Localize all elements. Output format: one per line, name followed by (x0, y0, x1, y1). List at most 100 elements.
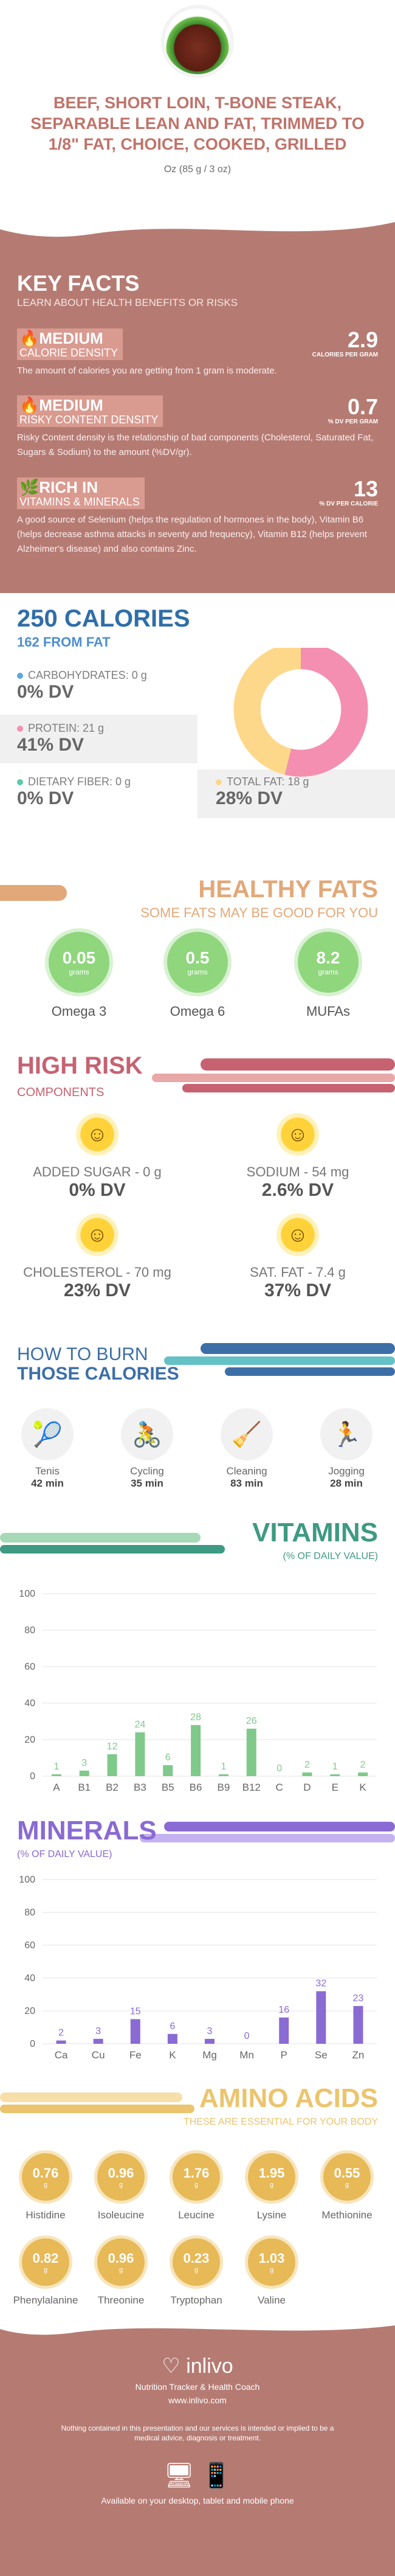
metric-description: The amount of calories you are getting f… (17, 366, 277, 376)
bar-Fe (130, 2019, 140, 2044)
amino-value: 0.96 (108, 2251, 134, 2266)
inlivo-logo: ♡ inlivo (0, 2354, 395, 2378)
fat-unit: grams (69, 968, 89, 976)
x-tick-label: K (359, 1782, 366, 1793)
x-tick-label: D (303, 1782, 311, 1793)
bar-value-label: 3 (81, 1758, 87, 1768)
protein-macro: PROTEIN: 21 g 41% DV (17, 722, 104, 755)
vitamins-minerals-value: 13 % DV PER CALORIE (319, 477, 378, 508)
activity-minutes: 28 min (330, 1477, 363, 1489)
fat-value: 8.2 (316, 948, 340, 967)
amino-acid-item: 1.76 g Leucine (160, 2153, 233, 2221)
brand-url[interactable]: www.inlivo.com (168, 2395, 227, 2405)
fat-dv: 28% DV (216, 788, 283, 808)
amino-value-circle: 1.76 g (173, 2153, 220, 2201)
amino-acid-item: 0.82 g Phenylalanine (9, 2238, 82, 2307)
disclaimer: Nothing contained in this presentation a… (61, 2424, 334, 2442)
amino-value-circle: 0.23 g (173, 2238, 220, 2286)
x-tick-label: E (332, 1782, 338, 1793)
omega3-item: 0.05 grams Omega 3 (36, 932, 122, 1019)
added-sugar-item: ☺ ADDED SUGAR - 0 g 0% DV (6, 1113, 188, 1201)
minerals-title: MINERALS (17, 1816, 157, 1845)
x-tick-label: Ca (55, 2049, 68, 2061)
protein-dot-icon (17, 726, 23, 732)
amino-unit: g (43, 2181, 48, 2189)
calorie-donut-chart (233, 648, 368, 777)
activity-name: Cycling (130, 1465, 164, 1477)
heart-icon: ♡ (162, 2355, 180, 2378)
x-tick-label: Fe (129, 2049, 142, 2061)
footer: ♡ inlivo Nutrition Tracker & Health Coac… (0, 2321, 395, 2576)
decorative-bar (0, 885, 67, 901)
protein-dv: 41% DV (17, 735, 84, 755)
bar-value-label: 26 (246, 1716, 257, 1726)
y-tick-label: 20 (24, 1735, 35, 1745)
cleaning-activity: 🧹 Cleaning 83 min (216, 1408, 277, 1490)
x-tick-label: B1 (78, 1782, 91, 1793)
flame-icon: 🔥 (19, 396, 40, 414)
bar-Ca (56, 2040, 66, 2044)
fat-name: Omega 6 (170, 1004, 225, 1019)
bar-B12 (246, 1729, 256, 1776)
risk-label: ADDED SUGAR - 0 g (33, 1164, 162, 1179)
fat-name: Omega 3 (51, 1004, 107, 1019)
fat-highlight (197, 769, 395, 818)
vitamins-title: VITAMINS (252, 1518, 378, 1547)
x-tick-label: Mn (239, 2049, 254, 2061)
risk-label: SODIUM - 54 mg (246, 1164, 349, 1179)
bar-E (330, 1774, 340, 1776)
risky-content-block: 🔥MEDIUM RISKY CONTENT DENSITY 0.7 % DV P… (17, 395, 378, 460)
x-tick-label: Zn (352, 2049, 365, 2061)
amino-name: Lysine (256, 2209, 287, 2221)
x-tick-label: Cu (92, 2049, 105, 2061)
x-tick-label: B2 (106, 1782, 118, 1793)
decorative-bars (140, 1822, 395, 1842)
bar-K (358, 1772, 368, 1776)
risk-dv: 23% DV (63, 1280, 131, 1300)
amino-acid-item: 1.95 g Lysine (235, 2153, 308, 2221)
risk-dv: 0% DV (69, 1180, 126, 1200)
carbs-label: CARBOHYDRATES: 0 g (28, 669, 147, 681)
x-tick-label: B9 (218, 1782, 230, 1793)
activity-name: Tenis (35, 1465, 60, 1477)
amino-value: 1.03 (258, 2251, 285, 2266)
key-facts-title: KEY FACTS (17, 271, 140, 296)
amino-name: Phenylalanine (13, 2294, 78, 2306)
x-tick-label: Se (315, 2049, 328, 2061)
x-tick-label: B6 (190, 1782, 202, 1793)
y-tick-label: 40 (24, 1698, 35, 1709)
y-tick-label: 40 (24, 1973, 35, 1984)
bar-value-label: 3 (207, 2026, 213, 2036)
x-tick-label: B3 (134, 1782, 146, 1793)
bar-value-label: 16 (278, 2005, 289, 2015)
value-unit: % DV PER CALORIE (319, 501, 378, 507)
vitamins-minerals-badge: 🌿RICH IN VITAMINS & MINERALS (17, 477, 145, 509)
bar-P (279, 2017, 289, 2044)
amino-name: Leucine (178, 2209, 215, 2221)
x-tick-label: P (281, 2049, 287, 2061)
y-tick-label: 80 (24, 1908, 35, 1918)
fiber-dv: 0% DV (17, 788, 74, 808)
x-tick-label: C (275, 1782, 283, 1793)
healthy-fats-subtitle: SOME FATS MAY BE GOOD FOR YOU (140, 905, 378, 920)
smiley-icon: ☺ (76, 1213, 118, 1256)
activity-name: Jogging (328, 1465, 365, 1477)
bar-A (51, 1774, 61, 1776)
amino-value: 1.95 (258, 2165, 285, 2181)
y-tick-label: 80 (24, 1625, 35, 1636)
availability-note: Available on your desktop, tablet and mo… (101, 2496, 294, 2505)
risk-label: CHOLESTEROL - 70 mg (23, 1265, 171, 1280)
amino-value: 0.76 (32, 2165, 59, 2181)
value-number: 2.9 (347, 327, 378, 352)
amino-acid-item: 1.03 g Valine (235, 2238, 308, 2307)
cycling-activity: 🚴 Cycling 35 min (117, 1408, 177, 1490)
bar-value-label: 28 (190, 1712, 201, 1723)
donut-protein-segment (233, 648, 368, 777)
calorie-density-value: 2.9 CALORIES PER GRAM (312, 327, 378, 359)
metric-label: CALORIE DENSITY (19, 347, 118, 359)
amino-unit: g (345, 2181, 349, 2189)
amino-value: 1.76 (183, 2165, 210, 2181)
bar-Zn (353, 2005, 363, 2044)
bar-value-label: 3 (95, 2026, 101, 2036)
x-tick-label: K (169, 2049, 176, 2061)
